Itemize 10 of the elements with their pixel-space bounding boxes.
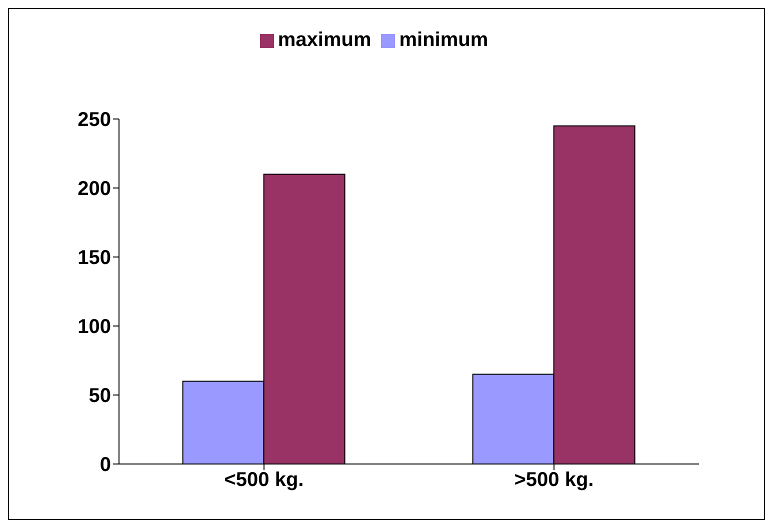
- legend-label: minimum: [399, 29, 488, 51]
- y-tick-label: 150: [78, 247, 111, 270]
- y-tick-label: 200: [78, 178, 111, 200]
- y-tick-label: 100: [78, 316, 111, 338]
- y-tick-label: 50: [88, 385, 111, 408]
- x-tick-label: <500 kg.: [224, 469, 304, 492]
- legend-label: maximum: [278, 29, 372, 51]
- y-tick-label: 250: [78, 109, 111, 132]
- y-tick-label: 0: [100, 454, 111, 476]
- x-tick-label: >500 kg.: [514, 469, 594, 492]
